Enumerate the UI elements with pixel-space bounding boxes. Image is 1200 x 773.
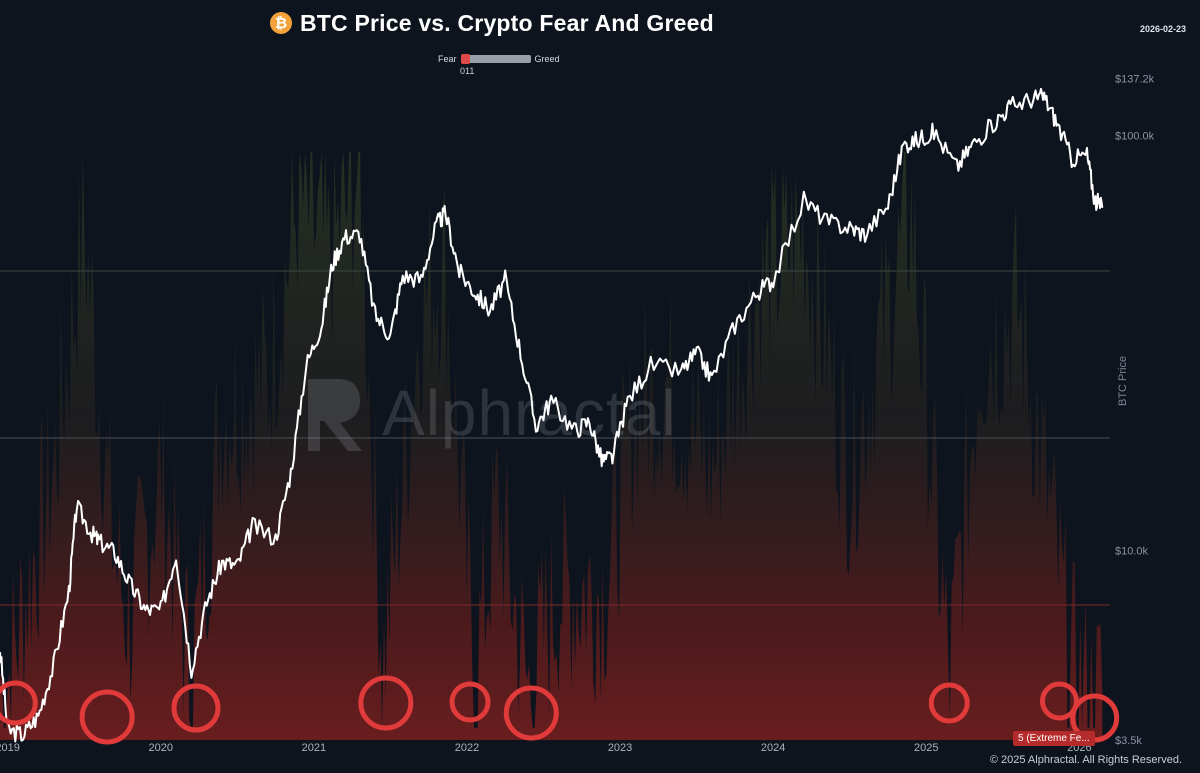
y-tick-label: $10.0k <box>1115 546 1149 558</box>
x-tick-label: 2022 <box>455 742 479 754</box>
x-axis: 20192020202120222023202420252026 <box>0 742 1092 754</box>
legend-value: 011 <box>460 66 475 76</box>
y-axis-title: BTC Price <box>1117 355 1129 406</box>
tooltip-badge: 5 (Extreme Fe... <box>1013 731 1095 746</box>
extreme-fear-circle <box>0 680 38 726</box>
y-tick-label: $3.5k <box>1115 735 1142 747</box>
reference-lines <box>0 270 1110 606</box>
alphractal-logo-icon <box>308 379 362 451</box>
copyright-text: © 2025 Alphractal. All Rights Reserved. <box>989 754 1182 766</box>
bitcoin-icon: ₿ <box>270 12 292 34</box>
extreme-fear-circle <box>358 675 414 731</box>
extreme-fear-circle <box>1039 681 1079 721</box>
btc-price-line <box>0 87 1104 743</box>
extreme-fear-circle <box>79 689 135 745</box>
extreme-fear-circle <box>928 682 970 724</box>
y-tick-label: $137.2k <box>1115 74 1155 86</box>
fear-greed-legend[interactable]: Fear Greed <box>438 54 560 64</box>
legend-slider-handle[interactable] <box>460 54 470 64</box>
extreme-fear-circle <box>171 683 221 733</box>
y-tick-label: $100.0k <box>1115 131 1155 143</box>
chart-header: ₿ BTC Price vs. Crypto Fear And Greed <box>270 8 714 38</box>
watermark-text: Alphractal <box>382 377 677 449</box>
x-tick-label: 2024 <box>761 742 785 754</box>
extreme-fear-circle <box>449 681 491 723</box>
chart-date: 2026-02-23 <box>1139 24 1186 34</box>
chart-title: BTC Price vs. Crypto Fear And Greed <box>300 9 714 36</box>
extreme-fear-circle <box>503 685 559 741</box>
x-tick-label: 2019 <box>0 742 20 754</box>
watermark: Alphractal <box>300 373 677 453</box>
x-tick-label: 2021 <box>302 742 326 754</box>
extreme-fear-markers <box>0 675 1120 745</box>
y-axis: $3.5k $10.0k $100.0k $137.2k <box>1115 74 1155 747</box>
legend-fear-label: Fear <box>438 54 457 64</box>
x-tick-label: 2023 <box>608 742 632 754</box>
fear-greed-fill <box>0 152 1103 740</box>
x-tick-label: 2020 <box>149 742 173 754</box>
extreme-fear-circle <box>1070 693 1120 743</box>
legend-greed-label: Greed <box>534 54 560 64</box>
legend-range-slider[interactable] <box>460 54 531 64</box>
fear-greed-area <box>0 152 1103 740</box>
x-tick-label: 2025 <box>914 742 938 754</box>
